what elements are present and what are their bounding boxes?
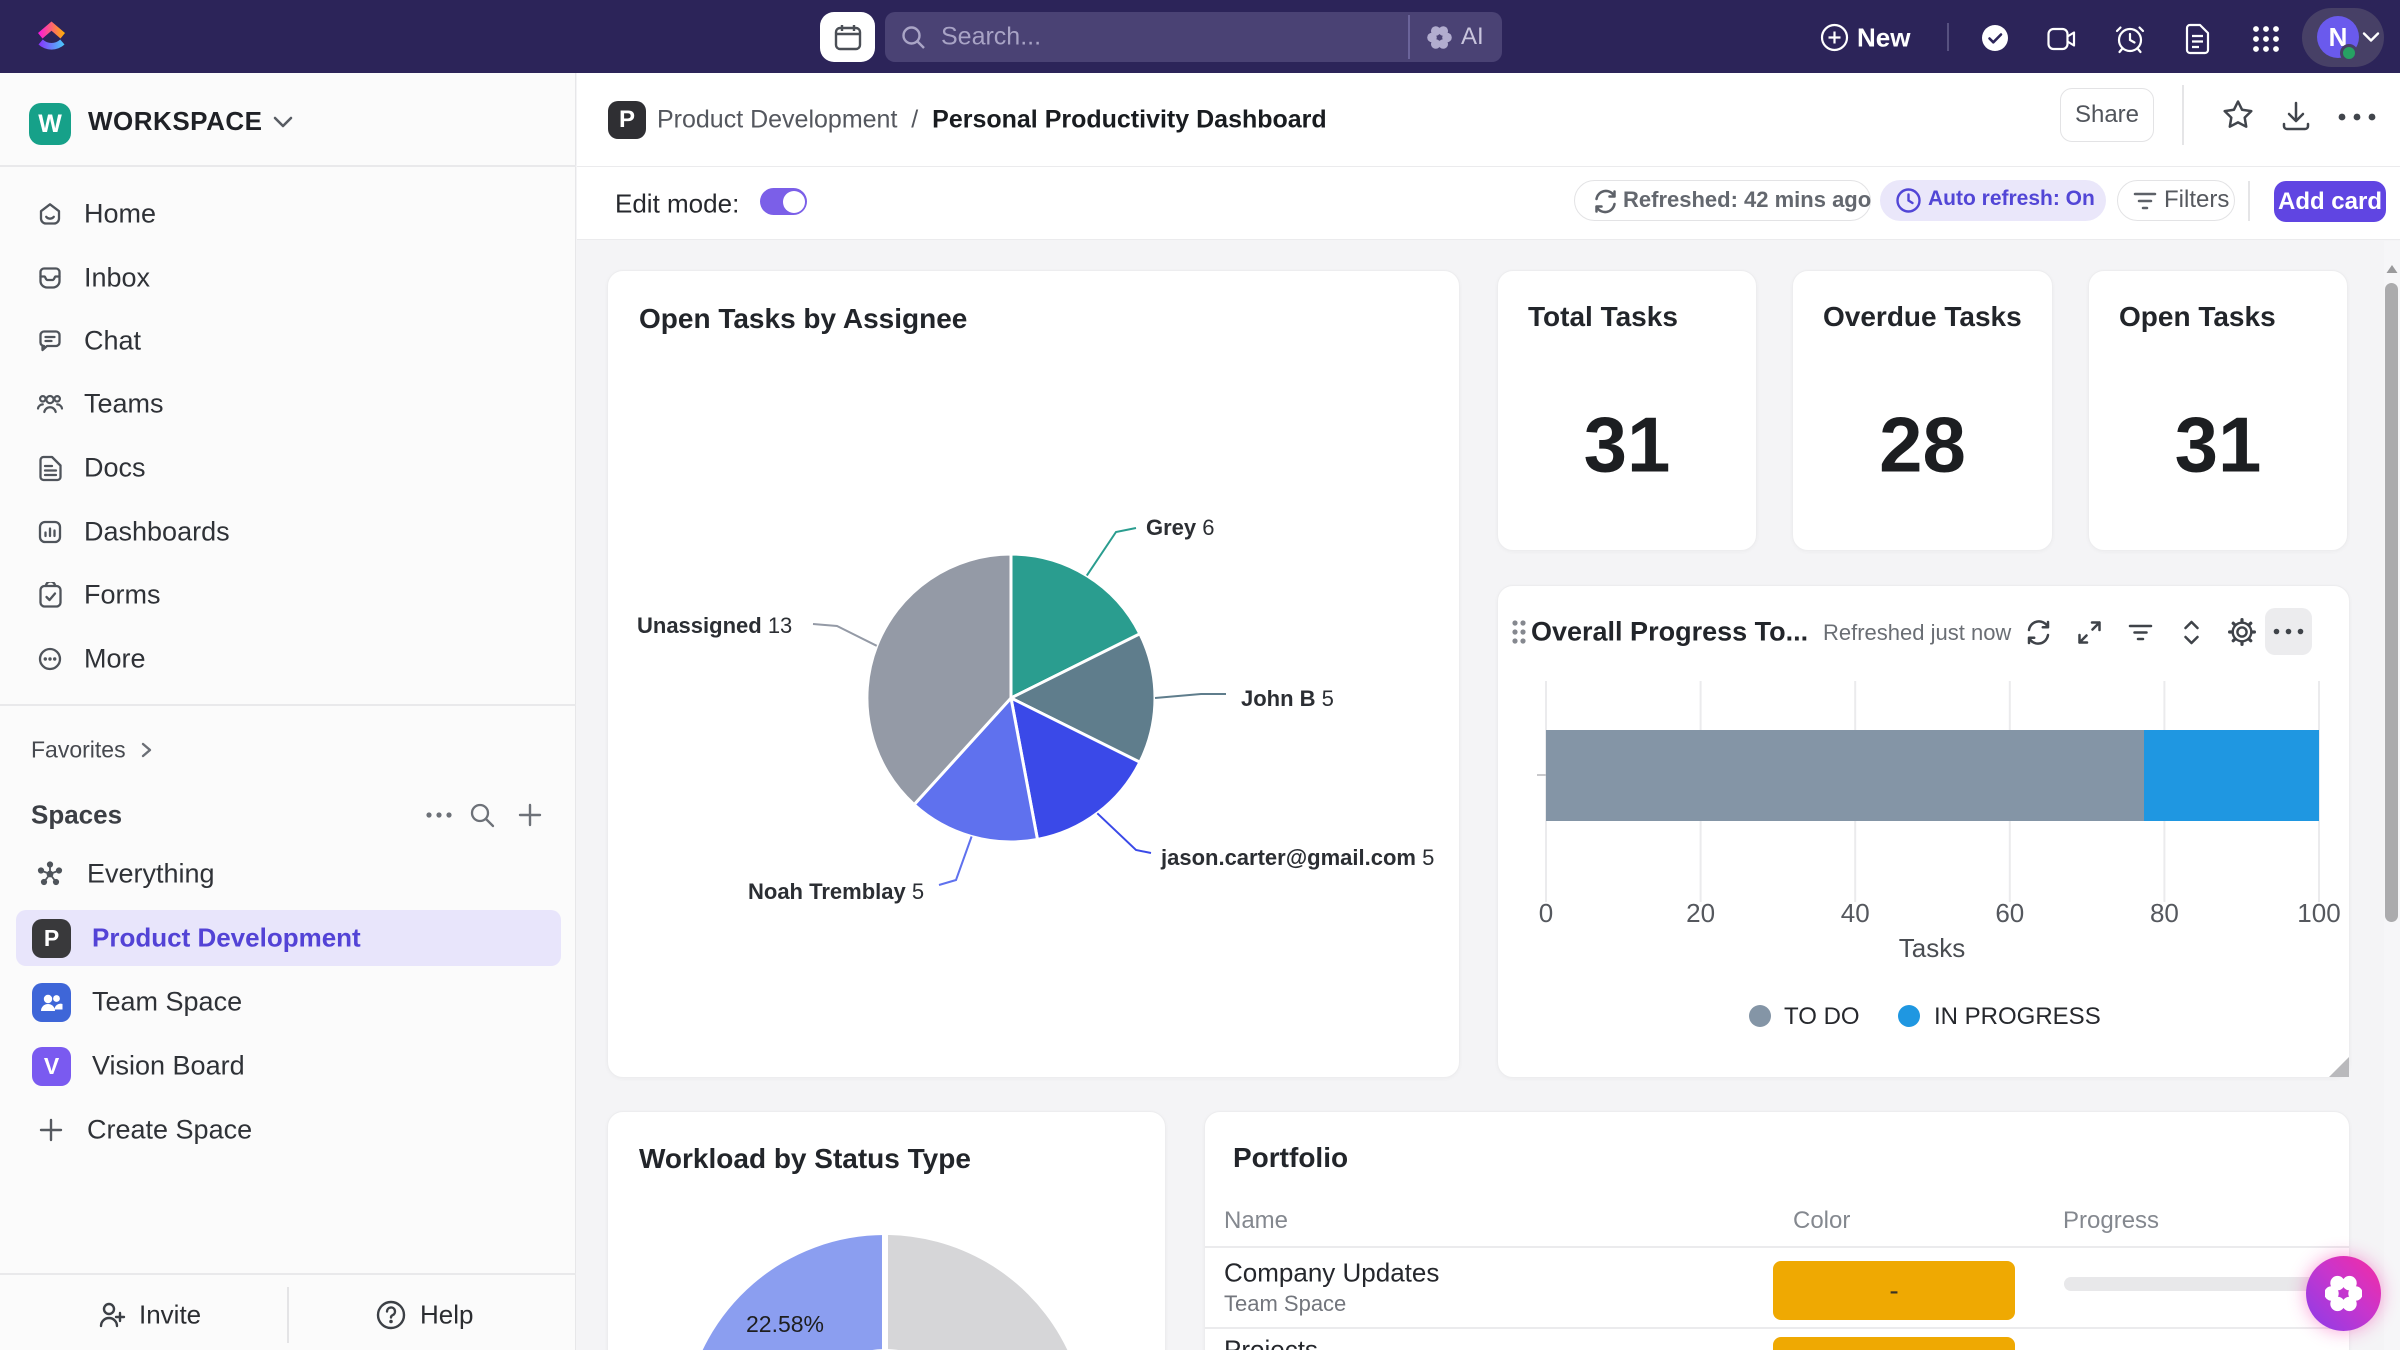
svg-text:60: 60: [1995, 898, 2024, 928]
svg-text:0: 0: [1539, 898, 1553, 928]
svg-text:TO DO: TO DO: [1784, 1003, 1860, 1030]
svg-text:Tasks: Tasks: [1899, 933, 1965, 963]
svg-text:100: 100: [2297, 898, 2340, 928]
svg-text:22.58%: 22.58%: [746, 1311, 824, 1337]
svg-text:IN PROGRESS: IN PROGRESS: [1934, 1003, 2101, 1030]
svg-text:20: 20: [1686, 898, 1715, 928]
svg-text:40: 40: [1841, 898, 1870, 928]
svg-text:80: 80: [2150, 898, 2179, 928]
